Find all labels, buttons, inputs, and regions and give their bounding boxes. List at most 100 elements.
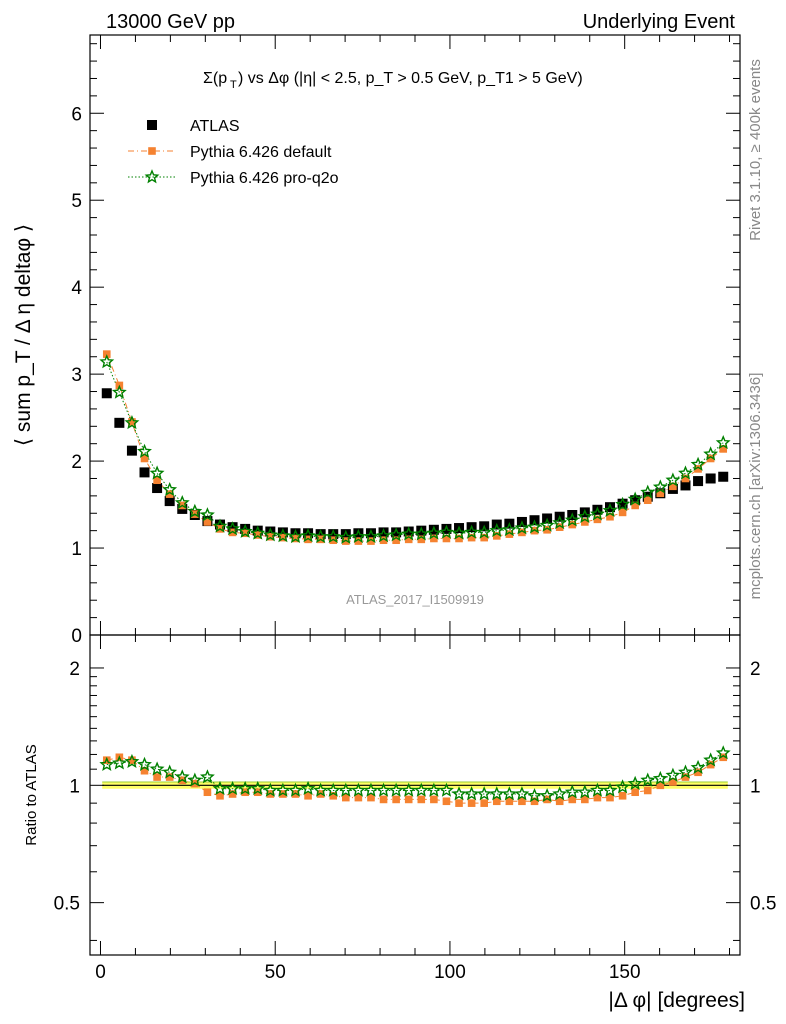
ratio-y-tick-label: 0.5 <box>54 894 80 915</box>
point-atlas <box>290 528 301 539</box>
ratio-frame <box>89 634 741 956</box>
main-panel: 0 1 2 3 4 5 6 Σ(p T ) vs Δφ (|η| < 2.5, p_T > … <box>12 34 741 955</box>
point-atlas <box>428 524 439 535</box>
main-axis-ticks <box>90 35 740 955</box>
ratio-point-proq2o <box>527 787 542 803</box>
ratio-point-proq2o <box>262 782 278 797</box>
point-default <box>367 537 375 545</box>
main-y-tick-label: 2 <box>71 452 82 473</box>
point-atlas <box>718 471 729 482</box>
point-proq2o <box>564 512 580 527</box>
ratio-point-proq2o <box>464 786 480 801</box>
point-default <box>669 482 677 491</box>
main-y-tick-labels: 0 1 2 3 4 5 6 <box>71 104 82 647</box>
point-proq2o <box>640 484 656 499</box>
x-tick-label: 0 <box>95 962 106 983</box>
ratio-point-default <box>392 795 400 804</box>
ratio-point-proq2o <box>388 782 404 797</box>
legend-label-proq2o: Pythia 6.426 pro-q2o <box>190 170 339 187</box>
ratio-point-proq2o <box>162 764 178 779</box>
main-frame <box>89 34 741 636</box>
point-proq2o <box>539 517 555 532</box>
ratio-point-default <box>417 795 426 804</box>
legend: ATLAS Pythia 6.426 default Pythia 6.426 pr… <box>128 118 339 187</box>
ratio-point-default <box>543 795 551 804</box>
ratio-point-proq2o <box>137 756 152 771</box>
header-right-label: Underlying Event <box>583 11 736 33</box>
point-proq2o <box>262 527 278 542</box>
point-proq2o <box>464 524 480 539</box>
ratio-point-proq2o <box>313 782 329 797</box>
ratio-point-proq2o <box>627 775 643 790</box>
point-atlas <box>126 445 137 456</box>
ratio-point-default <box>581 795 589 804</box>
ratio-point-default <box>480 799 488 807</box>
point-default <box>102 350 111 358</box>
ratio-point-proq2o <box>363 782 379 797</box>
ratio-point-proq2o <box>174 769 190 784</box>
ratio-point-default <box>555 797 564 806</box>
ratio-point-default <box>530 797 539 806</box>
ratio-panel: 0.5 0.5 1 1 2 2 0 50 100 150 Ratio to ATLAS |Δ φ… <box>23 634 776 1012</box>
point-proq2o <box>451 525 467 540</box>
ratio-point-proq2o <box>564 784 580 799</box>
main-y-tick-label: 1 <box>71 539 82 560</box>
point-atlas <box>693 476 704 487</box>
ratio-point-default <box>216 791 224 800</box>
ratio-point-proq2o <box>514 786 530 801</box>
ratio-point-proq2o <box>451 786 467 801</box>
point-default <box>165 490 174 498</box>
point-atlas <box>328 529 339 540</box>
ratio-x-tick-labels: 0 50 100 150 <box>95 962 640 983</box>
ratio-point-default <box>706 760 715 769</box>
ratio-point-proq2o <box>615 779 631 794</box>
point-proq2o <box>388 527 404 542</box>
ratio-point-proq2o <box>325 782 341 797</box>
main-y-tick-label: 6 <box>71 104 82 125</box>
ratio-point-default <box>430 795 438 804</box>
point-proq2o <box>489 522 505 537</box>
ratio-point-default <box>492 797 501 806</box>
point-atlas <box>441 523 452 534</box>
point-atlas <box>340 529 351 540</box>
ratio-point-proq2o <box>665 767 681 782</box>
point-proq2o <box>589 506 605 521</box>
main-y-tick-label: 3 <box>71 365 82 386</box>
point-atlas <box>353 528 364 539</box>
point-default <box>480 533 488 542</box>
x-tick-label: 100 <box>434 962 466 983</box>
ratio-point-proq2o <box>338 782 354 797</box>
legend-marker-atlas <box>147 120 157 130</box>
ratio-point-default <box>442 797 451 806</box>
point-proq2o <box>338 529 354 544</box>
ratio-point-default <box>656 781 665 790</box>
title-text-sub-a: T <box>230 79 237 91</box>
point-proq2o <box>325 528 341 544</box>
ratio-point-proq2o <box>99 756 115 771</box>
point-default <box>253 531 262 539</box>
point-default <box>354 537 363 545</box>
point-default <box>631 501 639 510</box>
ratio-y-tick-label-right: 0.5 <box>750 894 776 915</box>
point-default <box>581 518 589 526</box>
ratio-point-proq2o <box>111 755 127 770</box>
point-proq2o <box>137 443 152 458</box>
ratio-point-default <box>568 795 577 804</box>
point-proq2o <box>111 384 127 399</box>
ratio-point-proq2o <box>275 782 291 797</box>
point-proq2o <box>124 415 140 430</box>
ratio-point-default <box>342 793 350 802</box>
ratio-point-default <box>228 790 237 798</box>
point-default <box>568 520 577 529</box>
ratio-point-proq2o <box>401 782 417 797</box>
main-y-tick-label: 4 <box>71 278 82 299</box>
ratio-point-default <box>165 773 174 781</box>
point-atlas <box>227 522 238 533</box>
point-proq2o <box>439 524 454 539</box>
ratio-point-default <box>518 797 526 806</box>
ratio-point-proq2o <box>476 786 492 801</box>
point-default <box>606 512 614 521</box>
legend-marker-default <box>148 147 156 155</box>
ratio-point-proq2o <box>602 782 618 797</box>
ratio-point-default <box>669 778 677 786</box>
